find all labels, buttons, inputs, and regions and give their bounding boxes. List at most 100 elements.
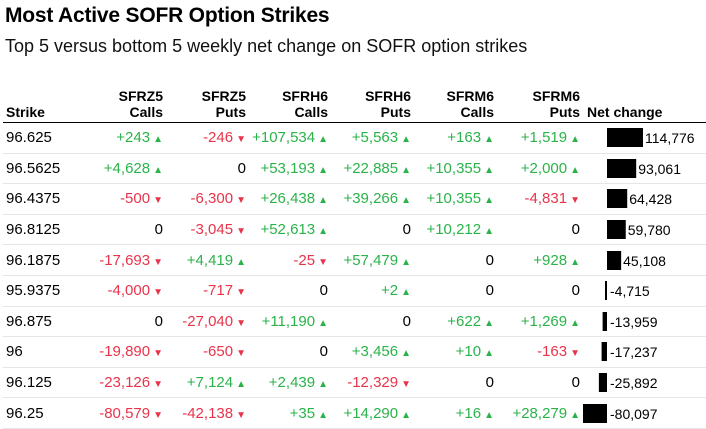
sfrz5-puts-cell: +4,419 ▲ xyxy=(166,244,249,276)
sfrm6-calls-cell: 0 xyxy=(414,367,497,399)
net-change-bar-chart: -4,715 xyxy=(605,281,650,301)
net-change-bar xyxy=(598,373,607,393)
sfrm6-puts-cell: +928 ▲ xyxy=(497,244,583,276)
net-change-label: -80,097 xyxy=(610,406,658,422)
sfrh6-puts-cell: +57,479 ▲ xyxy=(331,244,414,276)
value-text: +243 xyxy=(116,129,151,147)
value-text: +7,124 xyxy=(186,374,234,392)
header-net-change: Net change xyxy=(583,80,706,123)
net-change-bar-chart: -13,959 xyxy=(602,311,658,331)
sfrz5-puts-cell: -27,040 ▼ xyxy=(166,306,249,338)
net-change-bar-chart: 45,108 xyxy=(607,250,666,270)
header-sfrh6-puts-line1: SFRH6 xyxy=(365,88,411,104)
down-arrow-icon: ▼ xyxy=(153,256,163,268)
table-row: 96.1875 -17,693 ▼ +4,419 ▲ -25 ▼ +57,479 ▲ 0 +928 ▲… xyxy=(3,244,706,276)
down-arrow-icon: ▼ xyxy=(236,195,246,207)
value-text: 0 xyxy=(154,221,163,239)
sfrz5-puts-cell: -246 ▼ xyxy=(166,122,249,154)
value-text: -23,126 xyxy=(99,374,151,392)
sfrz5-puts-cell: -6,300 ▼ xyxy=(166,183,249,215)
header-sfrm6-puts-line1: SFRM6 xyxy=(532,88,580,104)
net-change-cell: 93,061 xyxy=(583,153,706,185)
value-text: -27,040 xyxy=(182,312,234,330)
up-arrow-icon: ▲ xyxy=(570,256,580,268)
value-text: +39,266 xyxy=(343,190,399,208)
down-arrow-icon: ▼ xyxy=(153,195,163,207)
down-arrow-icon: ▼ xyxy=(236,134,246,146)
sfrh6-calls-cell: 0 xyxy=(249,336,331,368)
up-arrow-icon: ▲ xyxy=(318,409,328,421)
strike-cell: 96.1875 xyxy=(3,244,83,276)
header-sfrm6-puts: SFRM6 Puts xyxy=(497,80,583,123)
header-sfrh6-calls-line1: SFRH6 xyxy=(282,88,328,104)
sfrm6-calls-cell: +163 ▲ xyxy=(414,122,497,154)
table-row: 96.4375 -500 ▼ -6,300 ▼ +26,438 ▲ +39,266 ▲ +10,3… xyxy=(3,183,706,215)
up-arrow-icon: ▲ xyxy=(570,134,580,146)
value-text: 0 xyxy=(319,282,328,300)
sfrh6-puts-cell: +3,456 ▲ xyxy=(331,336,414,368)
down-arrow-icon: ▼ xyxy=(153,348,163,360)
value-text: +928 xyxy=(533,251,568,269)
sfrh6-puts-cell: -12,329 ▼ xyxy=(331,367,414,399)
sfrm6-puts-cell: +1,269 ▲ xyxy=(497,306,583,338)
sfrh6-calls-cell: +52,613 ▲ xyxy=(249,214,331,246)
table-row: 96.125 -23,126 ▼ +7,124 ▲ +2,439 ▲ -12,329 ▼ 0 0 -2… xyxy=(3,367,706,399)
value-text: +35 xyxy=(289,404,316,422)
sfrh6-calls-cell: 0 xyxy=(249,275,331,307)
sfrh6-calls-cell: -25 ▼ xyxy=(249,244,331,276)
value-text: -80,579 xyxy=(99,404,151,422)
net-change-label: 59,780 xyxy=(628,222,671,238)
net-change-bar xyxy=(607,158,637,178)
net-change-bar-chart: -25,892 xyxy=(598,373,658,393)
value-text: +4,628 xyxy=(103,159,151,177)
sfrz5-calls-cell: 0 xyxy=(83,214,166,246)
value-text: -246 xyxy=(203,129,234,147)
value-text: -6,300 xyxy=(190,190,234,208)
header-sfrm6-calls: SFRM6 Calls xyxy=(414,80,497,123)
sfrz5-puts-cell: -650 ▼ xyxy=(166,336,249,368)
down-arrow-icon: ▼ xyxy=(570,195,580,207)
strike-cell: 96.625 xyxy=(3,122,83,154)
value-text: +28,279 xyxy=(512,404,568,422)
strikes-table: Strike SFRZ5 Calls SFRZ5 Puts SFRH6 Calls S… xyxy=(3,80,706,429)
up-arrow-icon: ▲ xyxy=(570,317,580,329)
net-change-cell: 45,108 xyxy=(583,244,706,276)
net-change-label: 45,108 xyxy=(623,253,666,269)
up-arrow-icon: ▲ xyxy=(484,226,494,238)
strike-cell: 96.875 xyxy=(3,306,83,338)
value-text: +10,212 xyxy=(426,221,482,239)
value-text: 0 xyxy=(237,159,246,177)
sfrm6-calls-cell: 0 xyxy=(414,244,497,276)
up-arrow-icon: ▲ xyxy=(153,134,163,146)
value-text: -19,890 xyxy=(99,343,151,361)
value-text: -3,045 xyxy=(190,221,234,239)
sfrz5-puts-cell: +7,124 ▲ xyxy=(166,367,249,399)
net-change-cell: -4,715 xyxy=(583,275,706,307)
up-arrow-icon: ▲ xyxy=(484,164,494,176)
header-sfrh6-puts: SFRH6 Puts xyxy=(331,80,414,123)
value-text: 0 xyxy=(319,343,328,361)
value-text: 0 xyxy=(571,282,580,300)
table-row: 96.8125 0 -3,045 ▼ +52,613 ▲ 0 +10,212 ▲ 0 59,780 xyxy=(3,214,706,246)
value-text: +11,190 xyxy=(261,312,316,330)
chart-title: Most Active SOFR Option Strikes xyxy=(5,4,330,27)
net-change-bar-chart: 64,428 xyxy=(607,189,672,209)
up-arrow-icon: ▲ xyxy=(236,256,246,268)
table-row: 96.5625 +4,628 ▲ 0 +53,193 ▲ +22,885 ▲ +10,355 ▲ +… xyxy=(3,153,706,185)
value-text: +107,534 xyxy=(252,129,316,147)
net-change-bar xyxy=(602,311,607,331)
sfrh6-puts-cell: +22,885 ▲ xyxy=(331,153,414,185)
sfrh6-calls-cell: +53,193 ▲ xyxy=(249,153,331,185)
net-change-bar xyxy=(605,281,607,301)
up-arrow-icon: ▲ xyxy=(484,348,494,360)
net-change-bar xyxy=(583,403,607,423)
sfrm6-puts-cell: +2,000 ▲ xyxy=(497,153,583,185)
value-text: 0 xyxy=(571,221,580,239)
net-change-bar-chart: -80,097 xyxy=(583,403,658,423)
sfrh6-calls-cell: +26,438 ▲ xyxy=(249,183,331,215)
sfrm6-puts-cell: 0 xyxy=(497,275,583,307)
value-text: +2,000 xyxy=(520,159,568,177)
up-arrow-icon: ▲ xyxy=(401,134,411,146)
value-text: +2,439 xyxy=(268,374,316,392)
value-text: -17,693 xyxy=(99,251,151,269)
